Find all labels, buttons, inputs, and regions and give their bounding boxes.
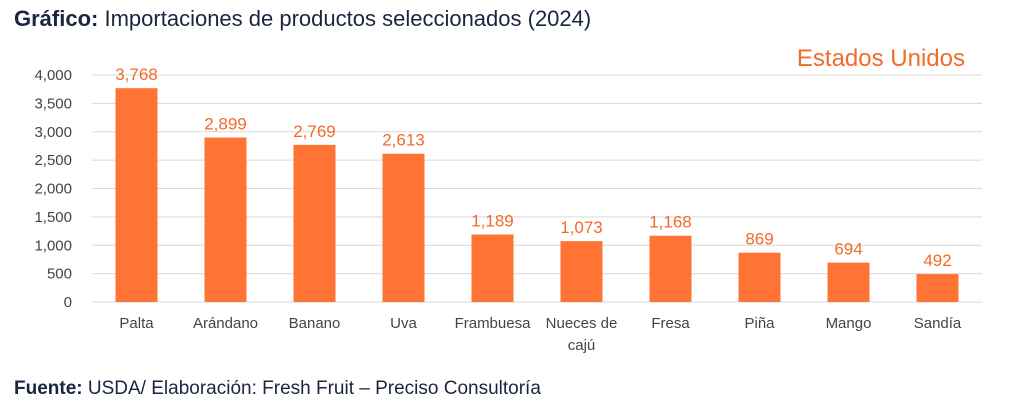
x-tick-label: Arándano bbox=[193, 315, 258, 332]
bar-mango bbox=[827, 262, 870, 302]
y-tick-label: 0 bbox=[64, 294, 72, 311]
data-label: 1,189 bbox=[471, 212, 514, 231]
x-tick-label: Sandía bbox=[914, 315, 962, 332]
y-axis: 0 500 1,000 1,500 2,000 2,500 3,000 3,500 4,000 bbox=[34, 67, 72, 311]
bar-arándano bbox=[204, 137, 247, 302]
data-label: 1,168 bbox=[649, 213, 692, 232]
x-tick-label: Piña bbox=[744, 315, 775, 332]
data-labels: 3,768 2,899 2,769 2,613 1,189 1,073 1,168 869 69… bbox=[115, 65, 951, 270]
y-tick-label: 3,500 bbox=[34, 95, 72, 112]
y-tick-label: 500 bbox=[47, 266, 72, 283]
data-label: 869 bbox=[745, 230, 773, 249]
source-text: USDA/ Elaboración: Fresh Fruit – Preciso… bbox=[87, 378, 541, 399]
data-label: 2,613 bbox=[382, 131, 425, 150]
chart-annotation: Estados Unidos bbox=[797, 45, 965, 72]
data-label: 492 bbox=[923, 251, 951, 270]
bars bbox=[115, 88, 959, 302]
y-tick-label: 1,500 bbox=[34, 209, 72, 226]
title-text: Importaciones de productos seleccionados… bbox=[104, 6, 592, 31]
bar-nueces-de-cajú bbox=[560, 241, 603, 302]
bar-fresa bbox=[649, 235, 692, 302]
bar-frambuesa bbox=[471, 234, 514, 302]
chart-title: Gráfico: Importaciones de productos sele… bbox=[14, 6, 591, 32]
data-label: 3,768 bbox=[115, 65, 158, 84]
x-tick-label: Fresa bbox=[651, 315, 690, 332]
bar-banano bbox=[293, 144, 336, 302]
x-tick-label: Frambuesa bbox=[455, 315, 532, 332]
source-prefix: Fuente: bbox=[14, 378, 83, 399]
bar-piña bbox=[738, 252, 781, 302]
x-tick-label: Banano bbox=[289, 315, 341, 332]
y-tick-label: 2,000 bbox=[34, 181, 72, 198]
data-label: 2,769 bbox=[293, 122, 336, 141]
x-tick-label: Palta bbox=[119, 315, 154, 332]
x-tick-label: Nueces de cajú bbox=[546, 315, 618, 354]
x-tick-label: Uva bbox=[390, 315, 417, 332]
y-tick-label: 1,000 bbox=[34, 237, 72, 254]
bar-uva bbox=[382, 153, 425, 302]
x-axis: Palta Arándano Banano Uva Frambuesa Nueces de… bbox=[119, 315, 962, 354]
bar-palta bbox=[115, 88, 158, 302]
title-prefix: Gráfico: bbox=[14, 6, 99, 31]
source-note: Fuente: USDA/ Elaboración: Fresh Fruit –… bbox=[14, 378, 541, 400]
bar-sandía bbox=[916, 274, 959, 302]
y-tick-label: 3,000 bbox=[34, 124, 72, 141]
y-tick-label: 4,000 bbox=[34, 67, 72, 84]
data-label: 1,073 bbox=[560, 218, 603, 237]
x-tick-label: Mango bbox=[826, 315, 872, 332]
data-label: 694 bbox=[834, 240, 862, 259]
data-label: 2,899 bbox=[204, 114, 247, 133]
y-tick-label: 2,500 bbox=[34, 152, 72, 169]
